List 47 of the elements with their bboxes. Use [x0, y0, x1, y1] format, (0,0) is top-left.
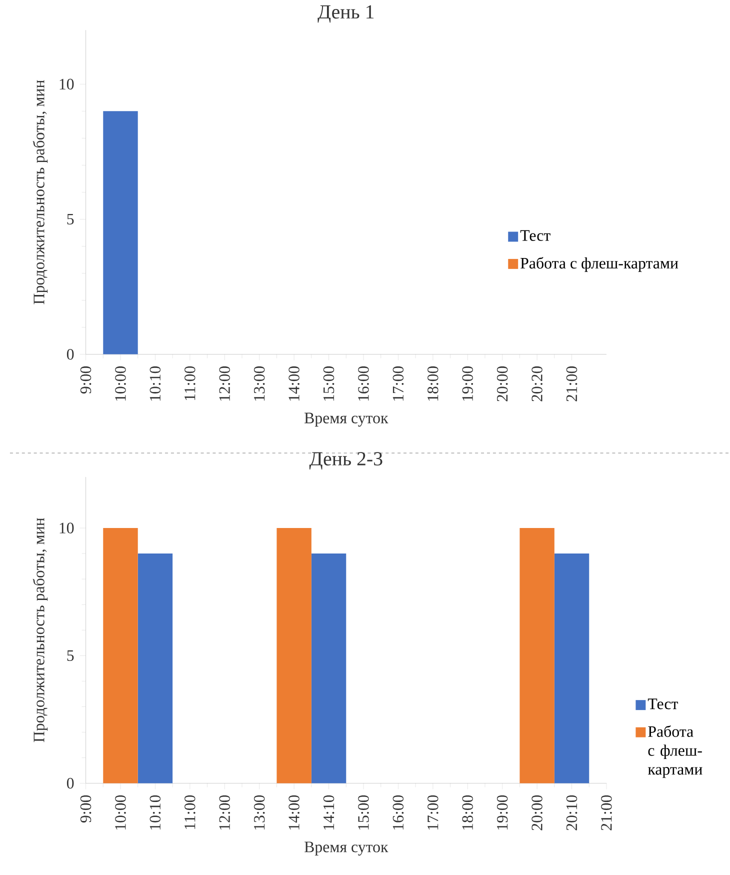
x-tick-label: 10:00 [114, 795, 126, 830]
x-tick-label: 20:00 [496, 366, 508, 402]
y-tick-label: 10 [60, 78, 74, 90]
x-tick-label: 9:00 [80, 366, 91, 394]
x-tick-label: 10:00 [114, 366, 126, 401]
x-tick-label: 15:00 [323, 366, 334, 401]
x-tick-label: 20:00 [531, 795, 542, 830]
x-tick-label: 18:00 [427, 366, 438, 401]
y-tick-label: 5 [67, 650, 74, 661]
x-tick-label: 11:00 [184, 366, 196, 400]
x-tick-label: 10:10 [150, 795, 160, 830]
x-tick-label: 17:00 [392, 366, 404, 401]
y-tick-label: 10 [60, 522, 74, 534]
x-axis-title: Время суток [304, 842, 388, 856]
y-axis-title: Продолжительность работы, мин [32, 80, 48, 304]
x-tick-label: 19:00 [462, 366, 473, 401]
x-tick-label: 17:00 [427, 795, 438, 830]
y-tick-label: 0 [66, 778, 74, 789]
x-tick-label: 19:00 [496, 795, 508, 830]
x-tick-label: 10:10 [150, 366, 160, 401]
legend-label: Работа с флеш-картами [520, 257, 678, 272]
y-tick-label: 5 [67, 214, 74, 225]
x-tick-label: 18:00 [462, 795, 473, 830]
chart-title: День 2-3 [309, 452, 382, 470]
x-tick-label: 16:00 [358, 366, 369, 401]
legend-label: Тест [520, 230, 550, 241]
y-axis-title: Продолжительность работы, мин [32, 518, 48, 742]
x-tick-label: 20:20 [531, 366, 542, 402]
x-tick-label: 21:00 [566, 366, 577, 402]
x-tick-label: 12:00 [219, 366, 230, 401]
x-tick-label: 13:00 [254, 366, 265, 401]
x-tick-label: 16:00 [392, 795, 404, 830]
x-tick-label: 15:00 [358, 795, 369, 830]
x-axis-title: Время суток [304, 412, 388, 427]
x-tick-label: 14:00 [288, 795, 300, 830]
x-tick-label: 14:00 [288, 366, 300, 401]
x-tick-label: 13:00 [254, 795, 265, 830]
x-tick-label: 9:00 [80, 795, 91, 822]
x-tick-label: 14:10 [323, 795, 334, 830]
x-tick-label: 20:10 [566, 795, 577, 830]
legend-label: Работа с флеш-картами [648, 725, 702, 778]
x-tick-label: 21:00 [600, 795, 612, 830]
y-tick-label: 0 [66, 348, 74, 360]
x-tick-label: 11:00 [184, 795, 196, 829]
x-tick-label: 12:00 [219, 795, 230, 830]
chart-title: День 1 [317, 5, 374, 23]
legend-label: Тест [648, 698, 678, 710]
